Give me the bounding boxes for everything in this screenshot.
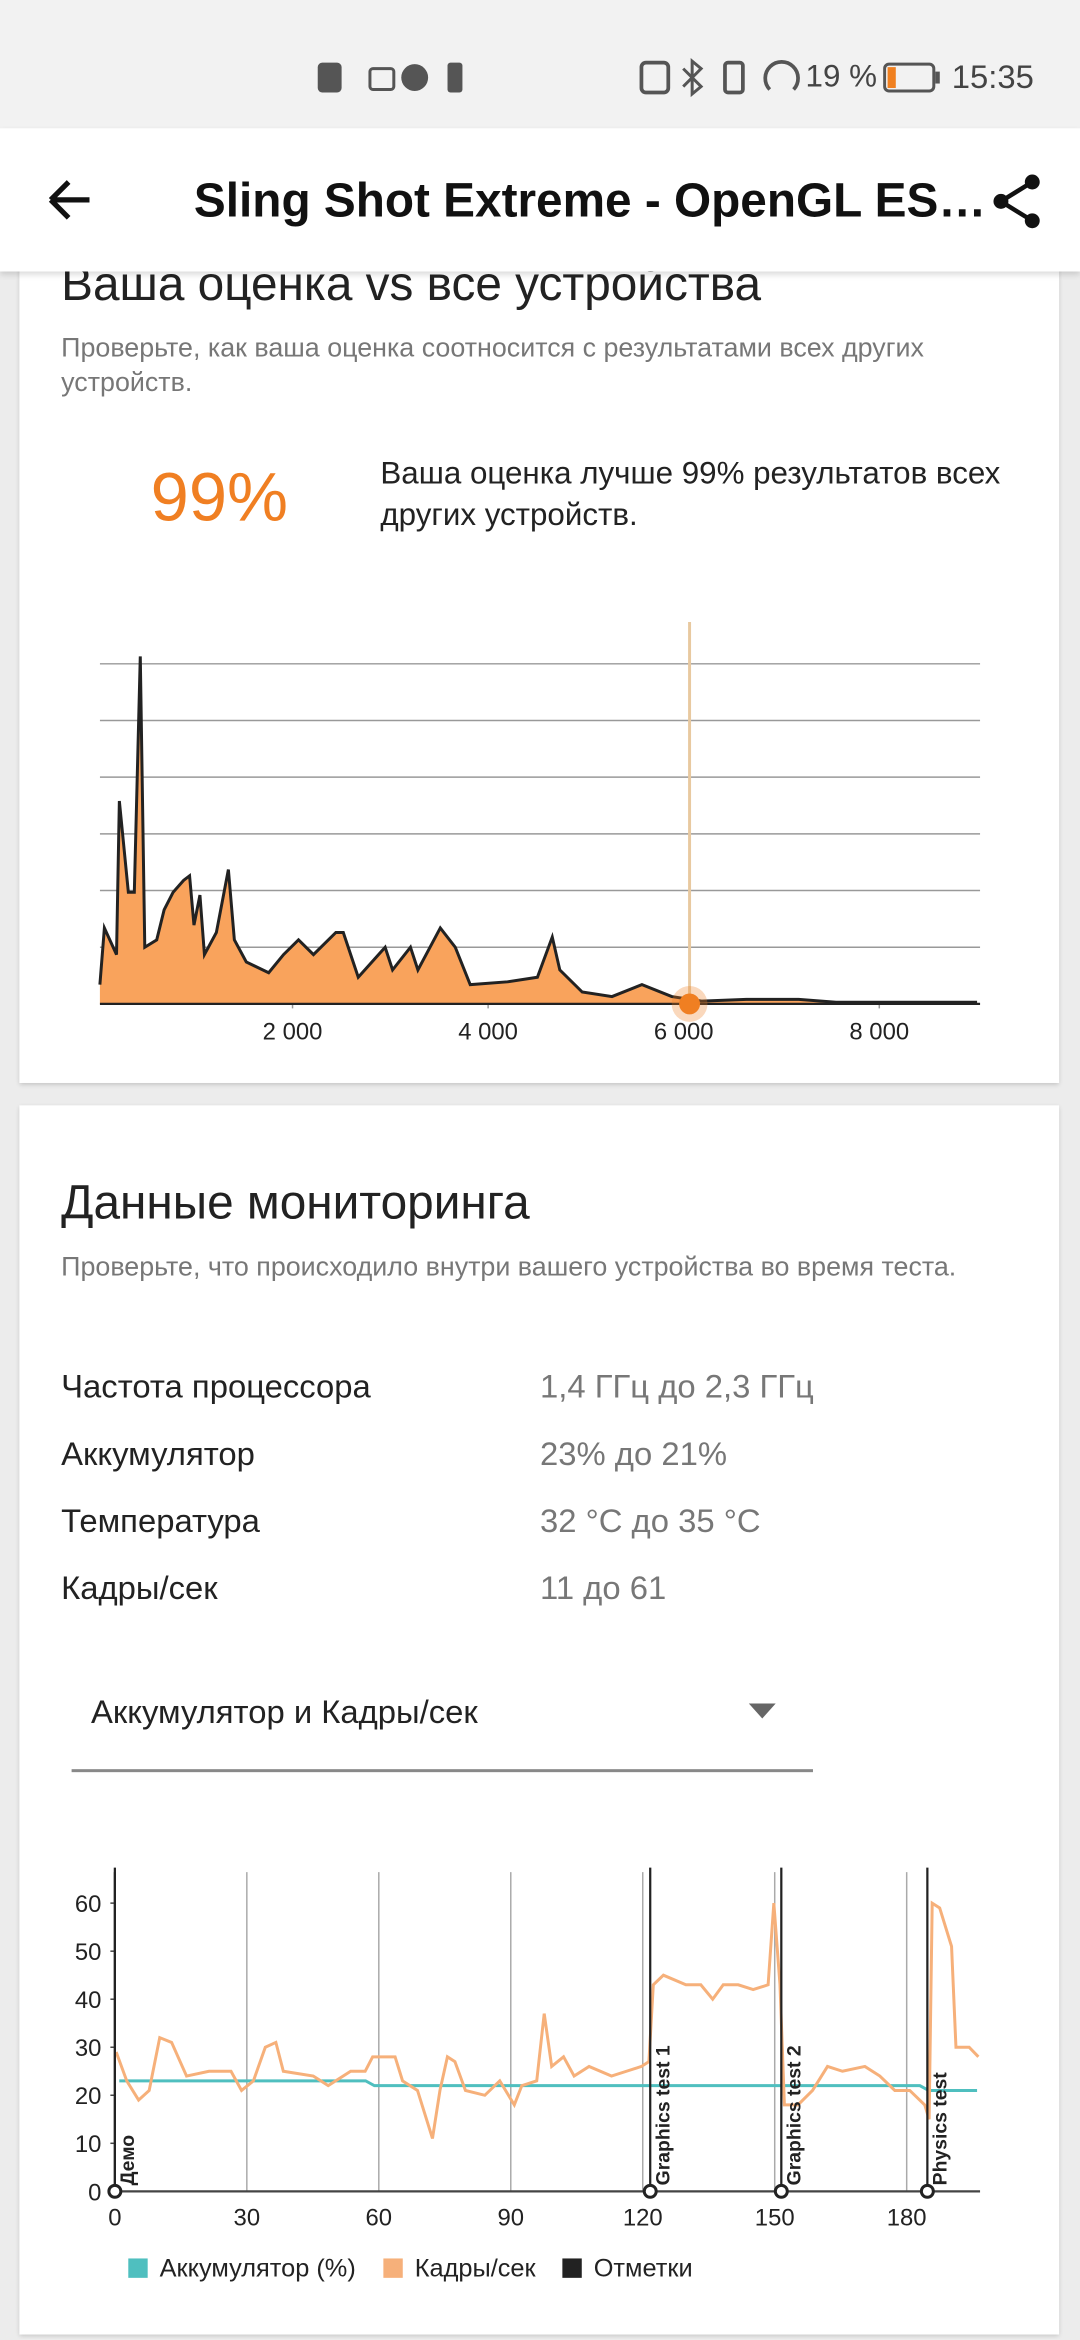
event-dot [773,2183,789,2199]
x-tick-label: 180 [887,2205,927,2232]
card-subtitle: Проверьте, как ваша оценка соотносится с… [61,332,924,397]
percent: 99% [150,457,289,536]
app-bar: Sling Shot Extreme - OpenGL ES… [0,128,1080,272]
description: Ваша оценка лучше 99% результатов всех д… [380,456,1001,533]
stat-label: Кадры/сек [61,1569,218,1607]
clock: 15:35 [951,58,1034,96]
dropdown-value[interactable]: Аккумулятор и Кадры/сек [90,1693,478,1731]
distribution-line [98,656,978,1004]
event-label: Демо [117,2135,139,2186]
series-line [119,2079,978,2092]
stat-value: 32 °C до 35 °C [539,1502,761,1540]
x-tick-label: 6 000 [654,1019,714,1046]
event-label: Physics test [930,2072,952,2186]
event-label: Graphics test 1 [653,2045,675,2185]
x-tick-label: 8 000 [849,1019,909,1046]
y-tick-label: 60 [75,1891,102,1918]
stat-label: Температура [61,1502,260,1540]
x-tick-label: 4 000 [458,1019,518,1046]
series-line [114,1900,980,2139]
stat-label: Аккумулятор [61,1435,255,1473]
legend-label: Кадры/сек [414,2253,536,2283]
event-dot [919,2183,935,2199]
y-tick-label: 40 [75,1987,102,2014]
dropdown-arrow[interactable] [746,1701,779,1722]
monitoring-card [19,1105,1060,2335]
legend-label: Аккумулятор (%) [159,2253,356,2283]
y-tick-label: 0 [88,2179,101,2206]
stat-label: Частота процессора [61,1367,371,1406]
stat-value: 1,4 ГГц до 2,3 ГГц [539,1367,814,1406]
score-chart: 2 000 4 000 6 000 8 000 [98,622,981,1046]
legend-swatch [562,2258,582,2278]
x-tick-label: 90 [498,2205,525,2232]
y-tick-label: 30 [75,2035,102,2062]
legend-swatch [128,2258,148,2278]
x-tick-label: 2 000 [263,1019,323,1046]
status-bar: 19 % 15:35 [0,0,1080,129]
y-tick-label: 50 [75,1939,102,1966]
stat-value: 23% до 21% [539,1435,728,1473]
event-dot [107,2183,123,2199]
status-icons [317,62,463,93]
x-tick-label: 150 [755,2205,795,2232]
dropdown-underline [71,1769,813,1773]
x-tick-label: 30 [234,2205,261,2232]
share-button[interactable] [990,173,1044,230]
back-button[interactable] [45,178,96,223]
status-icons [639,57,800,98]
monitoring-chart: 0 30 60 90 120 150 180 0 10 20 30 40 50 60 Демо Graphic… [75,1867,981,2232]
stat-value: 11 до 61 [539,1569,667,1607]
x-tick-label: 0 [108,2205,121,2232]
battery-level [887,67,896,89]
event-dot [642,2183,658,2199]
battery-icon [883,62,940,93]
score-dot [679,993,701,1015]
x-tick-label: 120 [623,2205,663,2232]
card-subtitle: Проверьте, что происходило внутри вашего… [61,1251,957,1282]
y-tick-label: 20 [75,2083,102,2110]
legend-label: Отметки [593,2253,693,2283]
legend-swatch [383,2258,403,2278]
y-tick-label: 10 [75,2131,102,2158]
card-title: Данные мониторинга [61,1175,530,1230]
app-title: Sling Shot Extreme - OpenGL ES… [193,173,987,227]
battery-percent: 19 % [805,59,877,94]
event-label: Graphics test 2 [784,2045,806,2185]
x-tick-label: 60 [366,2205,393,2232]
area-fill [99,656,978,1004]
